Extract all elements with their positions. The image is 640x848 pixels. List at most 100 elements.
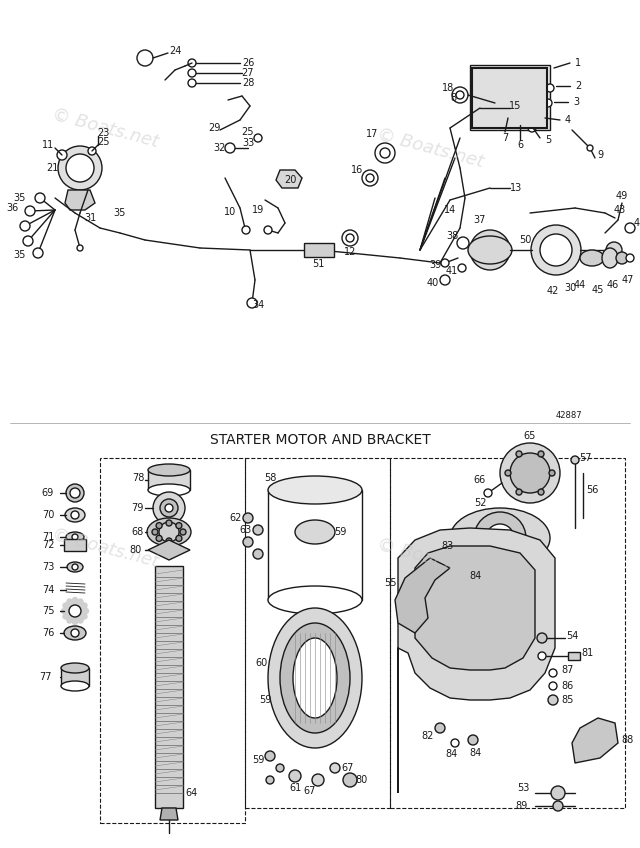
Text: 37: 37 bbox=[474, 215, 486, 225]
Circle shape bbox=[362, 170, 378, 186]
Text: 40: 40 bbox=[427, 278, 439, 288]
Ellipse shape bbox=[268, 476, 362, 504]
Bar bbox=[268, 490, 362, 600]
Circle shape bbox=[58, 146, 102, 190]
Text: 14: 14 bbox=[444, 205, 456, 215]
Circle shape bbox=[77, 245, 83, 251]
Text: 4: 4 bbox=[565, 115, 571, 125]
Circle shape bbox=[88, 147, 96, 155]
Text: 46: 46 bbox=[607, 280, 619, 290]
Circle shape bbox=[606, 242, 622, 258]
Circle shape bbox=[71, 511, 79, 519]
Text: 84: 84 bbox=[446, 749, 458, 759]
Text: 12: 12 bbox=[344, 247, 356, 257]
Ellipse shape bbox=[293, 638, 337, 718]
Text: 32: 32 bbox=[214, 143, 226, 153]
Circle shape bbox=[468, 735, 478, 745]
Circle shape bbox=[536, 69, 544, 77]
Text: 47: 47 bbox=[622, 275, 634, 285]
Text: © Boats.net: © Boats.net bbox=[50, 525, 161, 571]
Text: 51: 51 bbox=[312, 259, 324, 269]
Circle shape bbox=[452, 87, 468, 103]
Circle shape bbox=[188, 69, 196, 77]
Text: 82: 82 bbox=[422, 731, 434, 741]
Text: 24: 24 bbox=[169, 46, 181, 56]
Circle shape bbox=[516, 489, 522, 495]
Text: 6: 6 bbox=[517, 140, 523, 150]
Ellipse shape bbox=[468, 236, 512, 264]
Text: 63: 63 bbox=[240, 525, 252, 535]
Text: 7: 7 bbox=[502, 133, 508, 143]
Text: 78: 78 bbox=[132, 473, 144, 483]
Bar bbox=[390, 458, 625, 808]
Text: 75: 75 bbox=[42, 606, 54, 616]
Circle shape bbox=[470, 230, 510, 270]
Text: 52: 52 bbox=[474, 498, 486, 508]
Text: 5: 5 bbox=[545, 135, 551, 145]
Circle shape bbox=[180, 529, 186, 535]
Text: 13: 13 bbox=[510, 183, 522, 193]
Circle shape bbox=[72, 620, 77, 624]
Circle shape bbox=[346, 234, 354, 242]
Text: 16: 16 bbox=[351, 165, 363, 175]
Circle shape bbox=[23, 236, 33, 246]
Text: 88: 88 bbox=[622, 735, 634, 745]
Circle shape bbox=[67, 599, 72, 604]
Text: 68: 68 bbox=[131, 527, 143, 537]
Circle shape bbox=[152, 529, 158, 535]
Text: 85: 85 bbox=[562, 695, 574, 705]
Circle shape bbox=[225, 143, 235, 153]
Polygon shape bbox=[415, 546, 535, 670]
Text: 87: 87 bbox=[562, 665, 574, 675]
Text: 30: 30 bbox=[564, 283, 576, 293]
Polygon shape bbox=[572, 718, 618, 763]
Circle shape bbox=[33, 248, 43, 258]
Text: 84: 84 bbox=[470, 571, 482, 581]
Circle shape bbox=[137, 50, 153, 66]
Circle shape bbox=[546, 84, 554, 92]
Ellipse shape bbox=[268, 586, 362, 614]
Text: 83: 83 bbox=[442, 541, 454, 551]
Circle shape bbox=[188, 59, 196, 67]
Text: 54: 54 bbox=[566, 631, 578, 641]
Circle shape bbox=[276, 764, 284, 772]
Circle shape bbox=[83, 609, 88, 613]
Text: 65: 65 bbox=[524, 431, 536, 441]
Text: 76: 76 bbox=[42, 628, 54, 638]
Text: 36: 36 bbox=[6, 203, 18, 213]
Text: 23: 23 bbox=[97, 128, 109, 138]
Circle shape bbox=[538, 451, 544, 457]
Circle shape bbox=[457, 545, 467, 555]
Circle shape bbox=[435, 723, 445, 733]
Circle shape bbox=[166, 538, 172, 544]
Text: 60: 60 bbox=[256, 658, 268, 668]
Text: 72: 72 bbox=[42, 540, 54, 550]
Text: 53: 53 bbox=[517, 783, 529, 793]
Text: 56: 56 bbox=[586, 485, 598, 495]
Circle shape bbox=[153, 492, 185, 524]
Text: 41: 41 bbox=[446, 266, 458, 276]
Text: 59: 59 bbox=[259, 695, 271, 705]
Circle shape bbox=[538, 652, 546, 660]
Text: © Boats.net: © Boats.net bbox=[50, 105, 161, 151]
Ellipse shape bbox=[61, 681, 89, 691]
Text: 84: 84 bbox=[469, 748, 481, 758]
Text: 10: 10 bbox=[224, 207, 236, 217]
Circle shape bbox=[474, 512, 526, 564]
Circle shape bbox=[505, 470, 511, 476]
Bar bbox=[100, 458, 245, 823]
Circle shape bbox=[160, 499, 178, 517]
Text: 34: 34 bbox=[252, 300, 264, 310]
Circle shape bbox=[243, 513, 253, 523]
Circle shape bbox=[265, 751, 275, 761]
Circle shape bbox=[78, 599, 83, 604]
Text: 45: 45 bbox=[592, 285, 604, 295]
Circle shape bbox=[66, 154, 94, 182]
Text: 61: 61 bbox=[289, 783, 301, 793]
Circle shape bbox=[266, 776, 274, 784]
Polygon shape bbox=[160, 808, 178, 820]
Circle shape bbox=[253, 525, 263, 535]
Text: 29: 29 bbox=[208, 123, 220, 133]
Circle shape bbox=[72, 598, 77, 602]
Ellipse shape bbox=[280, 623, 350, 733]
